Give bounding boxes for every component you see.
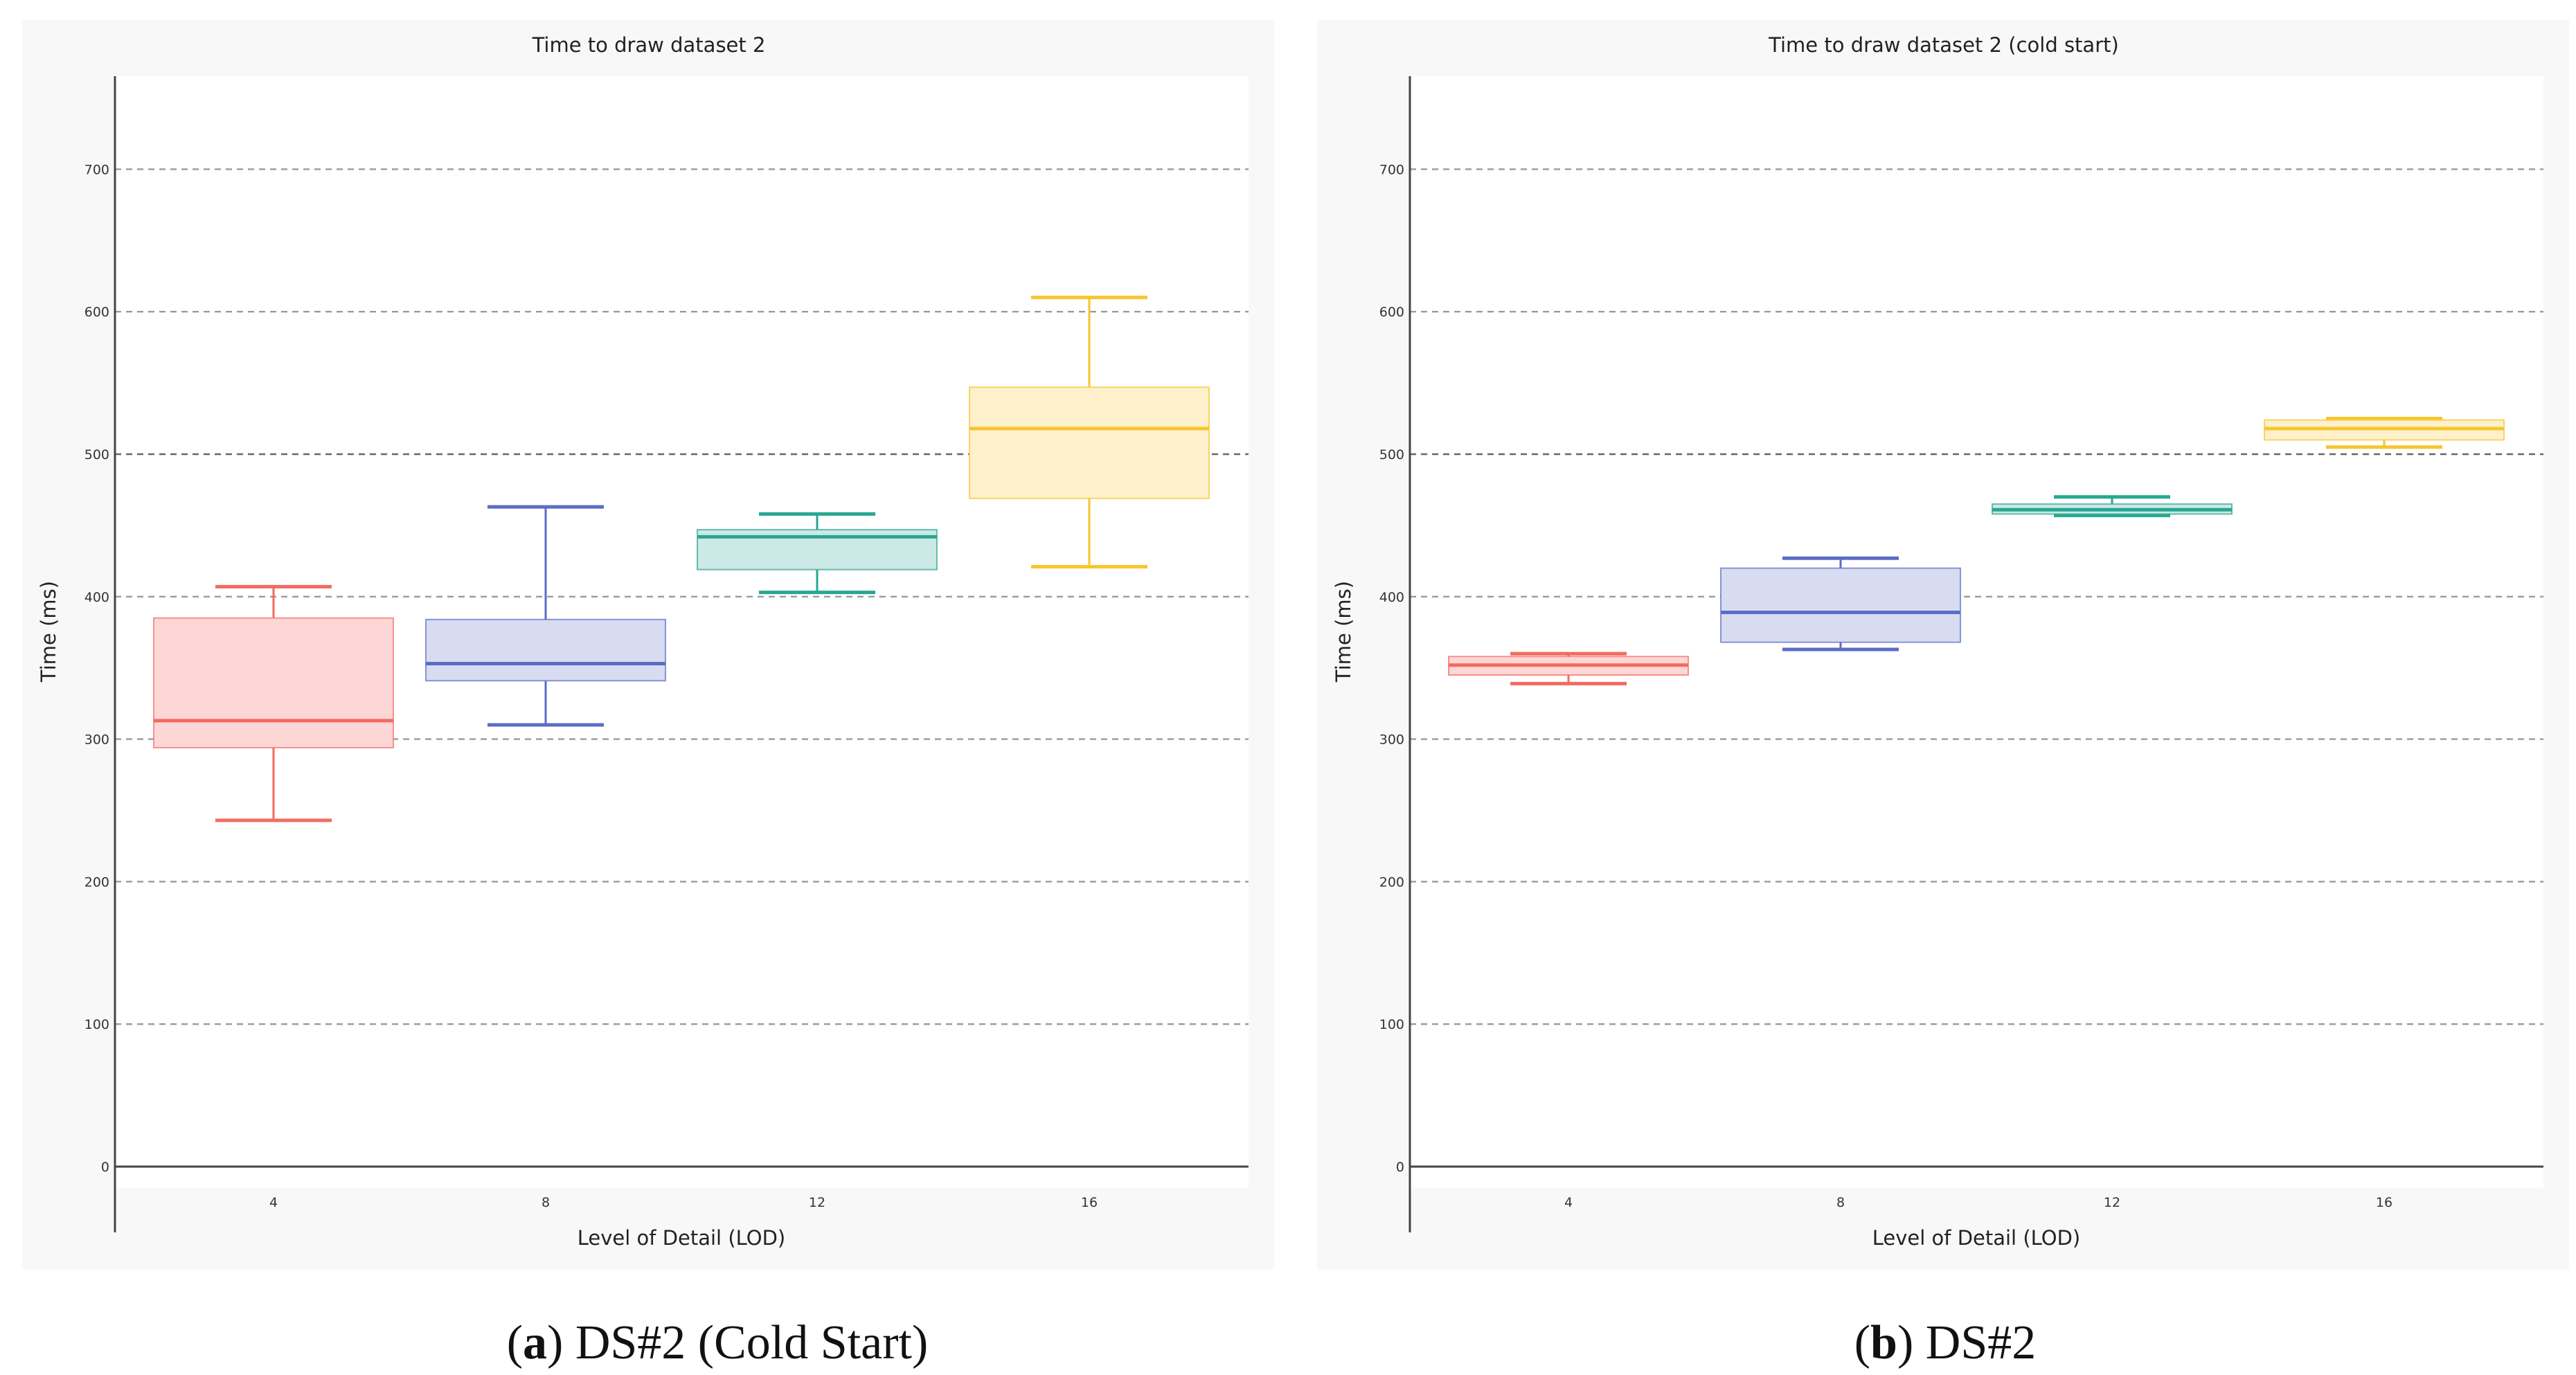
panel-a-xlabel: Level of Detail (LOD) bbox=[578, 1226, 786, 1250]
x-tick-label: 16 bbox=[2376, 1195, 2392, 1210]
x-tick-label: 16 bbox=[1081, 1195, 1098, 1210]
iqr-box bbox=[969, 386, 1210, 499]
x-tick-label: 8 bbox=[1836, 1195, 1845, 1210]
y-tick-label: 400 bbox=[1379, 590, 1404, 605]
panel-b-boxes bbox=[1448, 417, 2505, 685]
panel-b-plot-area bbox=[1409, 76, 2543, 1187]
box-lod-8 bbox=[425, 505, 666, 727]
panel-b-xticks: 4 8 12 16 bbox=[1564, 1195, 2392, 1210]
box-lod-4 bbox=[1448, 651, 1689, 685]
panel-a-caption-letter: a bbox=[523, 1316, 547, 1369]
panel-b-caption: (b) DS#2 bbox=[1854, 1316, 2037, 1369]
panel-b-caption-letter: b bbox=[1870, 1316, 1897, 1369]
y-tick-label: 300 bbox=[1379, 733, 1404, 748]
x-tick-label: 12 bbox=[809, 1195, 825, 1210]
box-lod-4 bbox=[153, 584, 394, 823]
x-tick-label: 4 bbox=[269, 1195, 278, 1210]
iqr-box bbox=[153, 617, 394, 748]
y-tick-label: 600 bbox=[84, 305, 109, 320]
y-tick-label: 400 bbox=[84, 590, 109, 605]
iqr-box bbox=[1720, 567, 1961, 643]
y-tick-label: 600 bbox=[1379, 305, 1404, 320]
y-tick-label: 0 bbox=[1396, 1160, 1404, 1175]
y-tick-label: 200 bbox=[84, 874, 109, 890]
panel-b-grid bbox=[1410, 168, 2543, 1025]
box-lod-12 bbox=[1992, 495, 2233, 517]
y-tick-label: 500 bbox=[84, 447, 109, 462]
panel-a-ylabel: Time (ms) bbox=[37, 581, 60, 683]
panel-a-boxes bbox=[153, 296, 1210, 823]
box-lod-16 bbox=[969, 296, 1210, 569]
panel-b-yticks: 0 100 200 300 400 500 600 700 bbox=[1379, 162, 1404, 1175]
y-tick-label: 100 bbox=[1379, 1017, 1404, 1032]
box-lod-8 bbox=[1720, 556, 1961, 651]
box-lod-12 bbox=[697, 512, 938, 595]
panel-b-title: Time to draw dataset 2 (cold start) bbox=[1768, 33, 2119, 57]
x-tick-label: 8 bbox=[542, 1195, 550, 1210]
y-tick-label: 500 bbox=[1379, 447, 1404, 462]
panel-a-caption: (a) DS#2 (Cold Start) bbox=[507, 1316, 929, 1369]
y-tick-label: 200 bbox=[1379, 874, 1404, 890]
panel-a-grid bbox=[115, 168, 1249, 1025]
panel-a-yticks: 0 100 200 300 400 500 600 700 bbox=[84, 162, 109, 1175]
panel-b-ylabel: Time (ms) bbox=[1332, 581, 1355, 683]
box-lod-16 bbox=[2264, 417, 2505, 449]
panel-a-title: Time to draw dataset 2 bbox=[532, 33, 766, 57]
panel-a-caption-text: DS#2 (Cold Start) bbox=[575, 1316, 928, 1369]
panel-b-caption-text: DS#2 bbox=[1926, 1316, 2036, 1369]
panel-a-xticks: 4 8 12 16 bbox=[269, 1195, 1098, 1210]
y-tick-label: 700 bbox=[1379, 162, 1404, 177]
x-tick-label: 12 bbox=[2104, 1195, 2120, 1210]
x-tick-label: 4 bbox=[1564, 1195, 1573, 1210]
iqr-box bbox=[425, 618, 666, 682]
y-tick-label: 0 bbox=[101, 1160, 109, 1175]
y-tick-label: 100 bbox=[84, 1017, 109, 1032]
panel-b-xlabel: Level of Detail (LOD) bbox=[1872, 1226, 2081, 1250]
panel-a: Time to draw dataset 2 Time (ms) Level o… bbox=[22, 19, 1274, 1369]
panel-b: Time to draw dataset 2 (cold start) Time… bbox=[1317, 19, 2569, 1369]
y-tick-label: 700 bbox=[84, 162, 109, 177]
y-tick-label: 300 bbox=[84, 733, 109, 748]
